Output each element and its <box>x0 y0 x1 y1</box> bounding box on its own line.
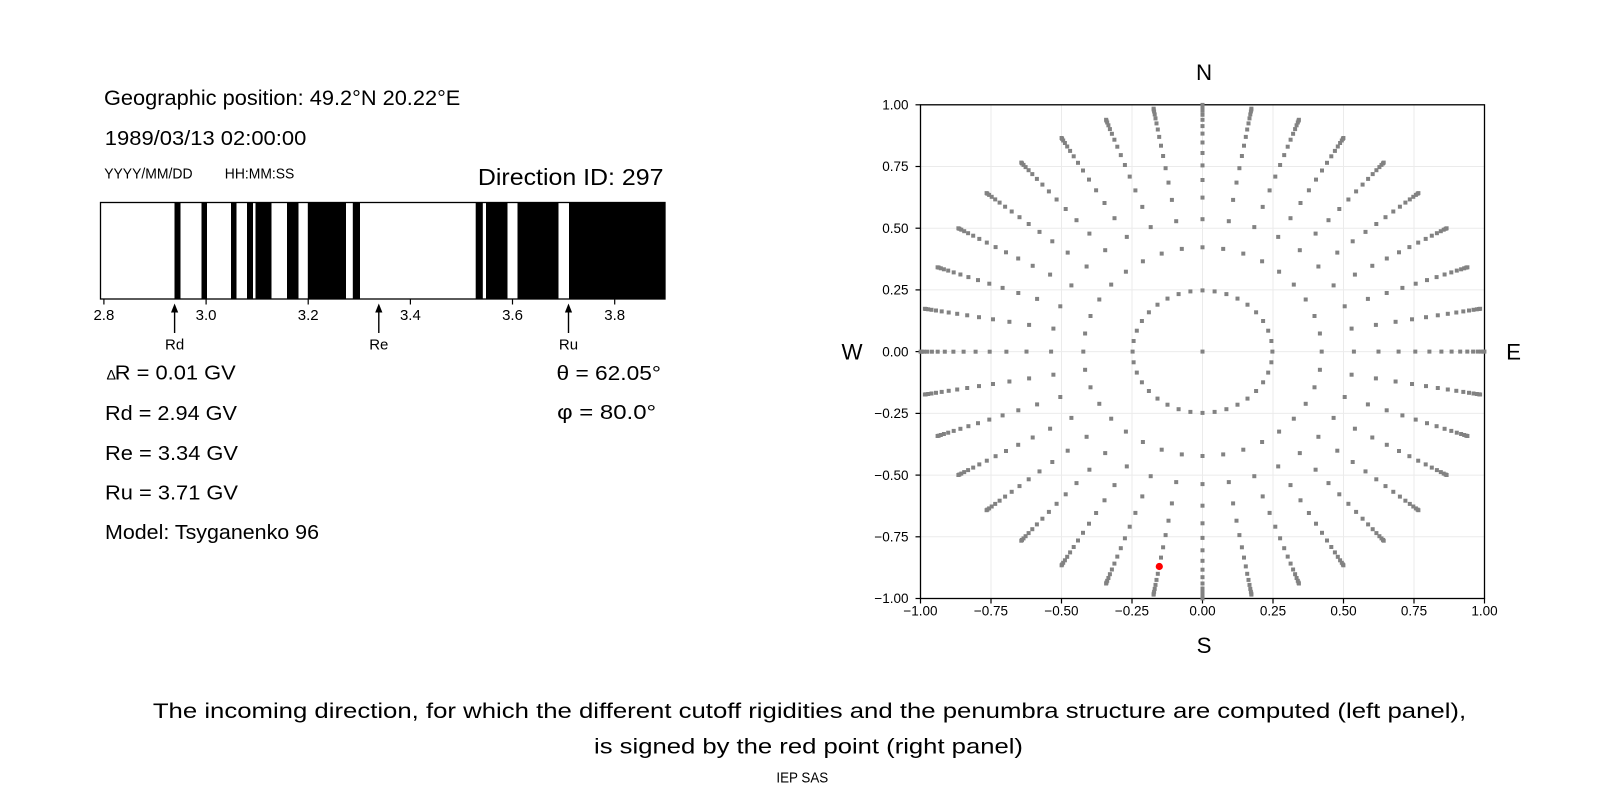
svg-text:0.25: 0.25 <box>882 283 908 298</box>
svg-text:−0.25: −0.25 <box>1115 604 1149 619</box>
svg-text:−0.50: −0.50 <box>874 468 908 483</box>
svg-text:S: S <box>1197 633 1212 658</box>
svg-text:3.2: 3.2 <box>298 307 319 324</box>
svg-text:−1.00: −1.00 <box>874 591 908 606</box>
svg-text:0.25: 0.25 <box>1260 604 1286 619</box>
svg-text:The incoming direction, for wh: The incoming direction, for which the di… <box>153 700 1466 723</box>
svg-text:1.00: 1.00 <box>1471 604 1497 619</box>
svg-text:E: E <box>1506 339 1521 364</box>
svg-text:Ru = 3.71 GV: Ru = 3.71 GV <box>105 482 238 505</box>
svg-text:N: N <box>1196 60 1212 85</box>
svg-text:Re = 3.34 GV: Re = 3.34 GV <box>105 442 238 465</box>
svg-text:0.75: 0.75 <box>1401 604 1427 619</box>
svg-text:Rd: Rd <box>165 337 184 354</box>
svg-text:R = 0.01 GV: R = 0.01 GV <box>115 361 236 384</box>
svg-text:3.4: 3.4 <box>400 307 421 324</box>
svg-text:−0.25: −0.25 <box>874 406 908 421</box>
svg-text:Direction ID: 297: Direction ID: 297 <box>478 164 664 190</box>
svg-text:Rd = 2.94 GV: Rd = 2.94 GV <box>105 402 237 425</box>
svg-text:Δ: Δ <box>107 367 117 383</box>
svg-text:3.6: 3.6 <box>502 307 523 324</box>
svg-text:HH:MM:SS: HH:MM:SS <box>225 165 294 182</box>
svg-text:Geographic position: 49.2°N 20: Geographic position: 49.2°N 20.22°E <box>104 87 460 110</box>
svg-text:−0.50: −0.50 <box>1044 604 1078 619</box>
svg-text:−1.00: −1.00 <box>903 604 937 619</box>
svg-text:is signed by the red point (ri: is signed by the red point (right panel) <box>594 735 1023 758</box>
svg-text:0.00: 0.00 <box>882 344 908 359</box>
svg-text:0.50: 0.50 <box>1330 604 1356 619</box>
svg-text:Model: Tsyganenko 96: Model: Tsyganenko 96 <box>105 521 319 544</box>
svg-text:IEP SAS: IEP SAS <box>776 771 828 787</box>
svg-text:3.8: 3.8 <box>604 307 625 324</box>
svg-text:2.8: 2.8 <box>93 307 114 324</box>
svg-text:0.50: 0.50 <box>882 221 908 236</box>
svg-text:0.75: 0.75 <box>882 159 908 174</box>
svg-text:−0.75: −0.75 <box>874 530 908 545</box>
svg-text:1989/03/13 02:00:00: 1989/03/13 02:00:00 <box>105 127 306 150</box>
svg-text:0.00: 0.00 <box>1189 604 1215 619</box>
svg-text:Ru: Ru <box>559 337 578 354</box>
svg-text:Re: Re <box>369 337 388 354</box>
svg-text:φ = 80.0°: φ = 80.0° <box>557 401 656 424</box>
svg-text:1.00: 1.00 <box>882 98 908 113</box>
svg-text:−0.75: −0.75 <box>974 604 1008 619</box>
svg-text:θ = 62.05°: θ = 62.05° <box>557 362 662 385</box>
svg-text:W: W <box>841 339 862 364</box>
svg-text:YYYY/MM/DD: YYYY/MM/DD <box>104 165 193 182</box>
svg-text:3.0: 3.0 <box>196 307 217 324</box>
